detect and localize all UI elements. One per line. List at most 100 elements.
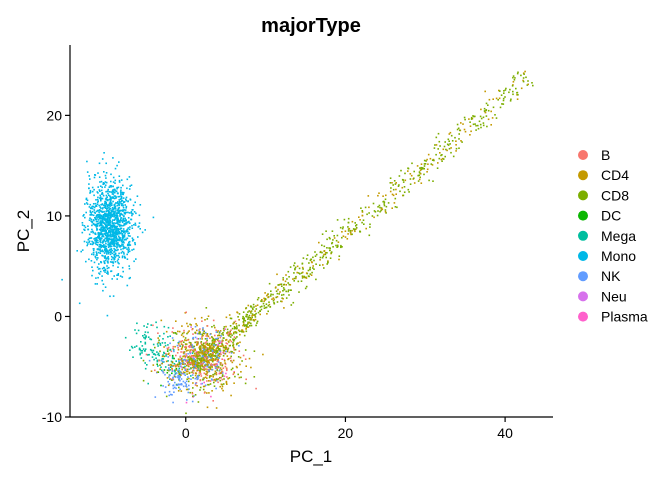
point-cd4	[198, 345, 201, 348]
point-cd8	[222, 334, 224, 336]
point-cd4	[194, 352, 196, 355]
point-nk	[180, 378, 183, 380]
point-mono	[101, 250, 104, 252]
point-mono	[125, 231, 128, 233]
point-mega	[146, 364, 148, 366]
point-cd4	[249, 310, 252, 313]
point-cd8	[211, 360, 214, 363]
point-b	[169, 354, 171, 357]
point-mono	[98, 209, 100, 212]
point-mega	[173, 363, 176, 365]
point-mono	[103, 256, 106, 258]
point-mono	[107, 231, 109, 234]
point-nk	[186, 399, 188, 401]
point-cd8	[474, 115, 476, 118]
legend-label-mega: Mega	[601, 228, 636, 244]
point-cd8	[327, 261, 329, 264]
point-cd8	[183, 372, 186, 374]
point-mono	[90, 212, 93, 214]
point-mono	[87, 225, 89, 227]
point-cd4	[266, 294, 268, 297]
point-cd8	[229, 336, 232, 338]
point-mono	[94, 239, 97, 242]
point-mono	[123, 255, 126, 258]
point-mono	[107, 190, 109, 193]
point-cd4	[380, 207, 383, 210]
point-mono	[100, 189, 103, 192]
point-nk	[178, 375, 181, 377]
point-nk	[171, 337, 174, 339]
point-mono	[98, 249, 101, 251]
point-b	[209, 380, 212, 382]
point-mega	[137, 329, 140, 332]
point-cd8	[237, 356, 240, 358]
point-mono	[116, 231, 118, 233]
point-mono	[103, 260, 105, 262]
point-mono	[92, 269, 94, 272]
point-mono	[101, 275, 103, 277]
point-cd8	[423, 167, 425, 170]
point-mono	[89, 178, 91, 180]
point-mono	[118, 245, 120, 248]
point-nk	[172, 387, 175, 390]
point-mono	[102, 207, 104, 209]
point-mono	[126, 229, 128, 231]
point-cd4	[188, 377, 190, 380]
point-mega	[160, 366, 162, 368]
point-cd8	[224, 346, 226, 349]
point-cd8	[216, 356, 218, 359]
point-cd8	[450, 134, 453, 137]
legend-key-nk	[578, 271, 588, 282]
point-nk	[162, 372, 165, 374]
point-cd8	[313, 259, 315, 262]
point-mono	[96, 258, 98, 261]
point-mono	[105, 230, 107, 233]
point-mono	[106, 221, 108, 224]
point-cd8	[217, 347, 219, 349]
point-mono	[117, 243, 119, 245]
point-cd4	[205, 370, 208, 373]
point-cd8	[171, 379, 173, 381]
point-mono	[115, 239, 117, 242]
point-b	[194, 384, 197, 386]
point-mono	[105, 181, 108, 184]
point-mono	[123, 236, 126, 238]
point-cd8	[315, 263, 317, 265]
point-nk	[167, 380, 169, 383]
point-cd8	[269, 306, 272, 308]
point-b	[205, 355, 207, 358]
point-mono	[96, 201, 99, 204]
point-cd8	[305, 258, 308, 260]
point-mono	[121, 255, 124, 257]
point-mono	[97, 233, 99, 235]
point-mono	[108, 227, 110, 230]
point-mono	[113, 235, 115, 237]
point-b	[206, 325, 209, 327]
point-mono	[114, 229, 116, 231]
point-cd8	[206, 348, 209, 350]
point-nk	[202, 327, 204, 329]
point-mono	[109, 197, 112, 200]
point-nk	[204, 384, 207, 387]
point-mono	[92, 214, 95, 217]
point-cd4	[194, 349, 196, 351]
point-mono	[107, 262, 109, 264]
point-mono	[118, 244, 120, 247]
point-cd4	[239, 333, 241, 336]
point-mega	[150, 324, 152, 326]
point-nk	[162, 360, 164, 363]
point-cd8	[377, 210, 379, 212]
point-b	[230, 340, 233, 343]
point-nk	[192, 336, 195, 339]
point-cd4	[203, 358, 205, 360]
point-mono	[85, 211, 87, 214]
point-cd4	[214, 349, 216, 352]
point-cd4	[484, 90, 486, 93]
point-mono	[118, 252, 120, 255]
point-b	[217, 367, 220, 369]
point-b	[167, 346, 170, 349]
point-cd4	[188, 330, 190, 332]
point-cd8	[172, 339, 175, 342]
point-cd4	[185, 347, 187, 349]
point-cd4	[255, 305, 257, 307]
